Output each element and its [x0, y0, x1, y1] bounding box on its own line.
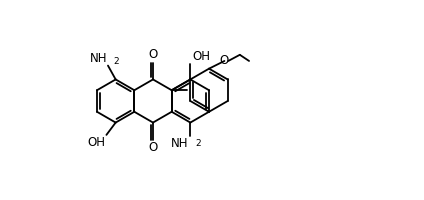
Text: 2: 2	[195, 139, 201, 148]
Text: NH: NH	[90, 52, 107, 65]
Text: O: O	[148, 141, 158, 154]
Text: O: O	[220, 54, 229, 67]
Text: 2: 2	[113, 57, 119, 66]
Text: NH: NH	[170, 137, 188, 150]
Text: OH: OH	[88, 136, 106, 149]
Text: OH: OH	[192, 50, 210, 63]
Text: O: O	[148, 48, 158, 61]
